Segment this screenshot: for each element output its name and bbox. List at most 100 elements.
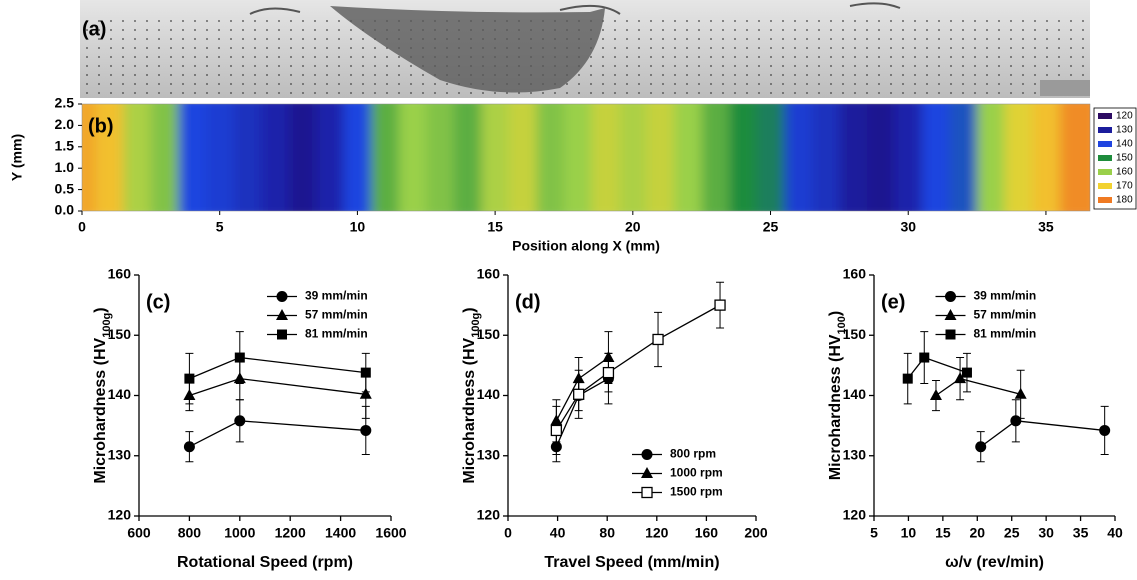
marker — [961, 367, 972, 378]
series — [183, 357, 372, 419]
marker — [902, 373, 913, 384]
x-axis-label: Rotational Speed (rpm) — [177, 554, 353, 571]
y-tick-label: 160 — [108, 266, 132, 282]
y-tick-label: 130 — [108, 446, 132, 462]
y-tick-label: 120 — [477, 507, 501, 523]
marker — [276, 309, 288, 320]
heat-cell — [233, 104, 262, 211]
x-tick-label: 10 — [350, 219, 366, 235]
marker — [641, 486, 653, 499]
marker — [359, 387, 372, 399]
heat-cell — [261, 104, 290, 211]
x-tick-label: 30 — [900, 219, 916, 235]
line — [555, 304, 721, 431]
y-axis-label: Y (mm) — [9, 134, 25, 181]
y-tick-label: 140 — [477, 386, 501, 402]
marker — [641, 467, 653, 478]
series — [550, 281, 726, 456]
y-tick-label: 140 — [108, 386, 132, 402]
heat-cell — [619, 104, 648, 211]
heatmap-cells — [82, 104, 1090, 211]
legend-label: 57 mm/min — [305, 308, 368, 322]
heat-cell — [811, 104, 840, 211]
x-tick-label: 1400 — [325, 525, 356, 541]
panel-label: (e) — [881, 291, 905, 313]
x-tick-label: 600 — [127, 525, 151, 541]
y-tick-label: 1.0 — [55, 159, 75, 175]
x-tick-label: 30 — [1038, 525, 1054, 541]
legend-swatch — [1098, 155, 1112, 161]
heat-cell — [591, 104, 620, 211]
y-tick-label: 1.5 — [55, 138, 75, 154]
legend-label: 120 — [1116, 111, 1133, 122]
legend-label: 81 mm/min — [305, 327, 368, 341]
y-axis-label-main: Microhardness (HV — [461, 337, 478, 483]
marker — [550, 424, 563, 437]
heat-cell — [1059, 104, 1090, 211]
line — [935, 377, 1021, 397]
x-tick-label: 25 — [763, 219, 779, 235]
y-tick-label: 160 — [843, 266, 867, 282]
legend-label: 39 mm/min — [305, 289, 368, 303]
x-tick-label: 25 — [1004, 525, 1020, 541]
legend-swatch — [1098, 169, 1112, 175]
marker — [945, 291, 956, 302]
y-tick-label: 2.0 — [55, 116, 75, 132]
legend: 800 rpm 1000 rpm 1500 rpm — [632, 447, 723, 499]
heat-cell — [453, 104, 482, 211]
legend: 39 mm/min 57 mm/min 81 mm/min — [267, 289, 368, 341]
panel-label: (c) — [146, 291, 170, 313]
marker — [360, 424, 372, 436]
y-axis-label-main: Microhardness (HV — [827, 334, 844, 480]
legend-label: 1500 rpm — [670, 485, 723, 499]
heat-cell — [288, 104, 317, 211]
legend-swatch — [1098, 141, 1112, 147]
heat-cell — [646, 104, 675, 211]
y-tick-label: 150 — [843, 326, 867, 342]
marker — [944, 309, 957, 320]
panel-label: (a) — [82, 18, 106, 40]
marker — [573, 388, 585, 400]
x-axis-label: Travel Speed (mm/min) — [544, 554, 719, 571]
legend-label: 170 — [1116, 181, 1133, 192]
series — [184, 331, 371, 405]
legend-label: 81 mm/min — [974, 327, 1037, 341]
legend-label: 180 — [1116, 195, 1133, 206]
x-tick-label: 20 — [969, 525, 985, 541]
y-axis-label-sub: 100g — [470, 313, 482, 338]
heat-cell — [82, 104, 97, 211]
marker — [277, 329, 287, 340]
x-tick-label: 40 — [550, 525, 566, 541]
marker — [714, 299, 726, 311]
heat-cell — [922, 104, 951, 211]
legend-swatch — [1098, 183, 1112, 189]
heat-cell — [756, 104, 785, 211]
legend-swatch — [1098, 113, 1112, 119]
heat-cell — [371, 104, 400, 211]
line — [189, 420, 366, 448]
x-tick-label: 1200 — [275, 525, 306, 541]
y-tick-label: 2.5 — [55, 95, 75, 111]
x-tick-label: 1000 — [224, 525, 255, 541]
x-tick-label: 15 — [935, 525, 951, 541]
y-tick-label: 0.5 — [55, 180, 75, 196]
marker — [234, 415, 246, 427]
heat-cell — [426, 104, 455, 211]
heat-cell — [178, 104, 207, 211]
heatmap — [82, 104, 1090, 211]
y-tick-label: 150 — [477, 326, 501, 342]
series — [902, 331, 972, 405]
y-axis-label: Microhardness (HV100g) — [92, 307, 113, 483]
y-tick-label: 150 — [108, 326, 132, 342]
heat-cell — [866, 104, 895, 211]
heat-cell — [729, 104, 758, 211]
x-tick-label: 120 — [645, 525, 669, 541]
heat-cell — [563, 104, 593, 211]
legend-label: 150 — [1116, 153, 1133, 164]
x-tick-label: 40 — [1107, 525, 1123, 541]
legend-swatch — [1098, 197, 1112, 203]
y-tick-label: 130 — [843, 446, 867, 462]
heat-cell — [481, 104, 510, 211]
line — [189, 356, 366, 380]
heat-cell — [316, 104, 345, 211]
